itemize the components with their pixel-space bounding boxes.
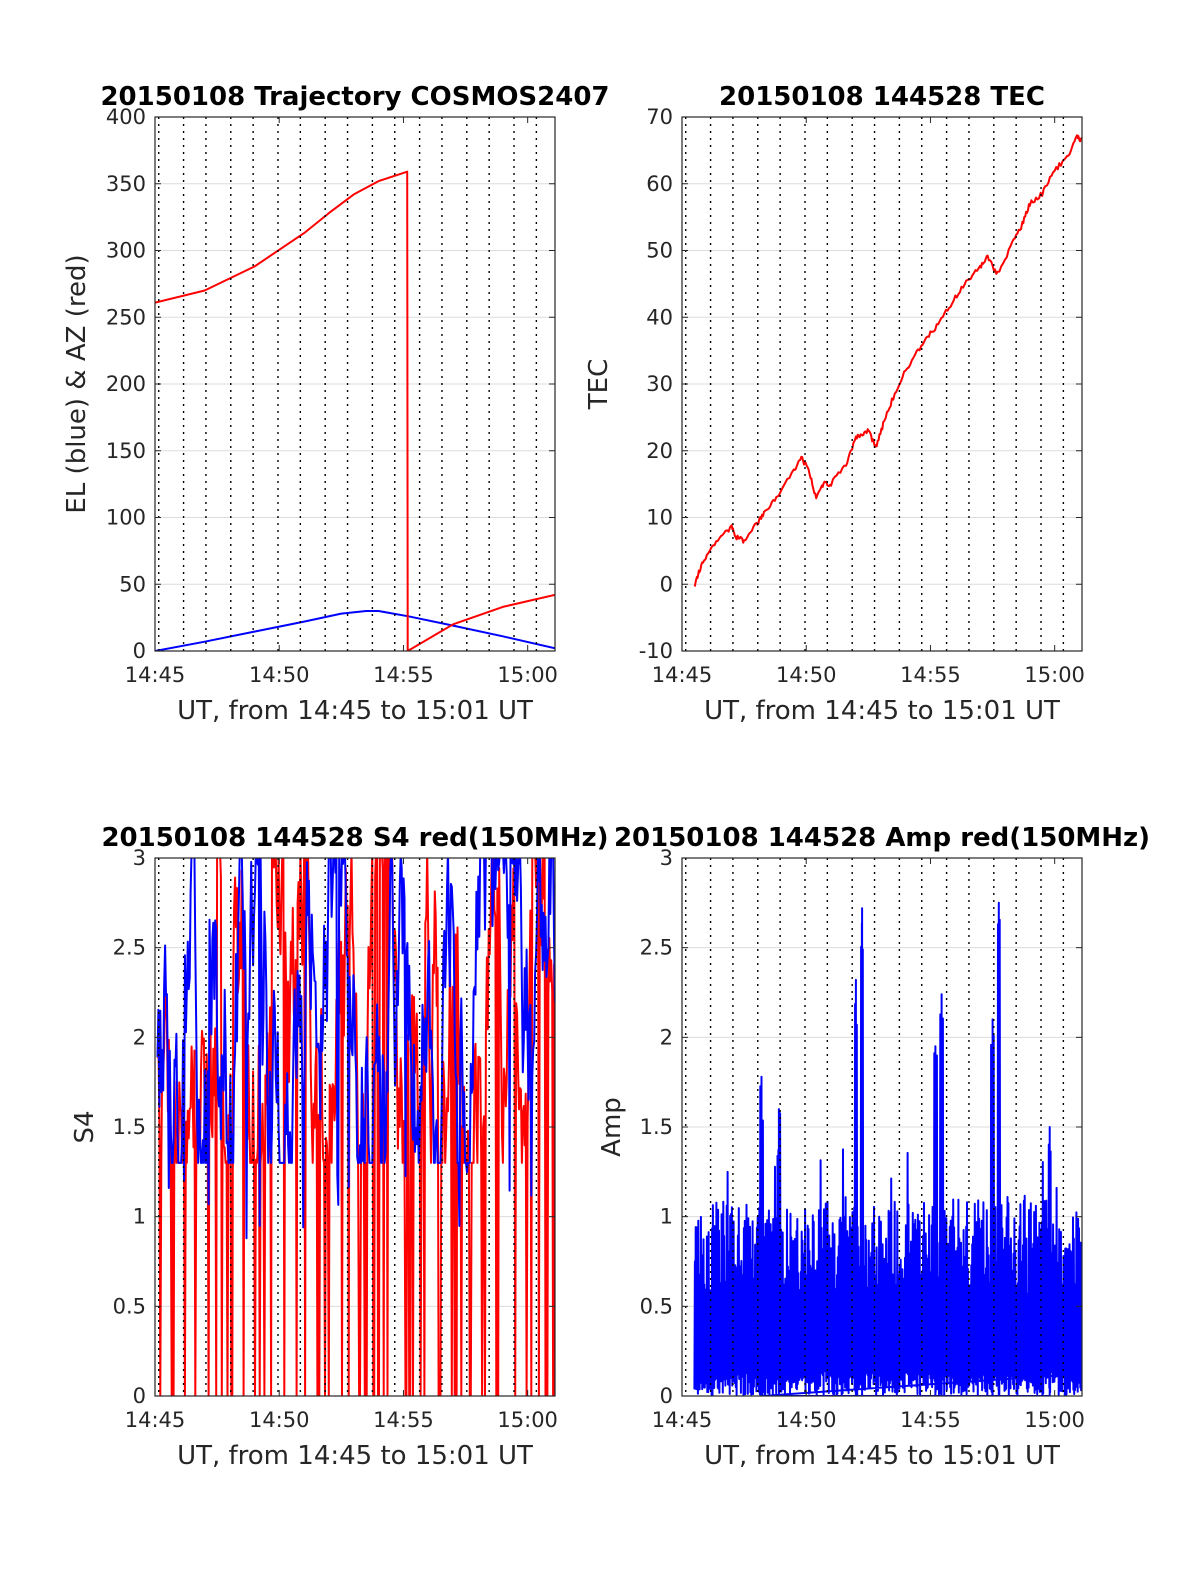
x-tick-label: 15:00 [497, 1408, 558, 1432]
y-tick-label: 0.5 [640, 1294, 673, 1318]
trajectory-title: 20150108 Trajectory COSMOS2407 [100, 82, 609, 112]
y-tick-label: 70 [646, 105, 673, 129]
y-tick-label: 0 [133, 639, 146, 663]
series-0-line [693, 134, 1082, 588]
plot-area [156, 858, 555, 1396]
x-tick-label: 14:55 [373, 663, 434, 687]
y-axis-label: EL (blue) & AZ (red) [62, 254, 92, 513]
y-tick-label: 350 [106, 172, 146, 196]
series-0-line [155, 610, 555, 651]
y-tick-label: 3 [133, 846, 146, 870]
tec-title: 20150108 144528 TEC [719, 82, 1045, 112]
y-tick-label: 60 [646, 172, 673, 196]
y-tick-label: 50 [119, 572, 146, 596]
x-axis-label: UT, from 14:45 to 15:01 UT [704, 1441, 1060, 1471]
y-tick-label: 150 [106, 439, 146, 463]
x-tick-label: 14:50 [249, 663, 310, 687]
plot-area [693, 901, 1082, 1396]
y-axis-label: S4 [70, 1110, 100, 1143]
y-tick-label: 1.5 [113, 1115, 146, 1139]
y-tick-label: 200 [106, 372, 146, 396]
y-axis-label: TEC [584, 359, 614, 410]
y-tick-label: 2 [660, 1025, 673, 1049]
x-axis-label: UT, from 14:45 to 15:01 UT [177, 1441, 533, 1471]
y-tick-label: 40 [646, 305, 673, 329]
y-tick-label: 0.5 [113, 1294, 146, 1318]
y-tick-label: 250 [106, 305, 146, 329]
x-tick-label: 14:45 [125, 1408, 186, 1432]
y-tick-label: 30 [646, 372, 673, 396]
x-tick-label: 14:55 [373, 1408, 434, 1432]
x-tick-label: 15:00 [1024, 663, 1085, 687]
plot-area [155, 170, 555, 651]
y-tick-label: 2 [133, 1025, 146, 1049]
y-tick-label: 0 [133, 1384, 146, 1408]
y-tick-label: 1 [133, 1205, 146, 1229]
y-tick-label: 1 [660, 1205, 673, 1229]
tec-panel: -10 0 10 20 30 40 50 60 70 14:45 14:50 14:55 15:00 20… [584, 82, 1085, 726]
y-tick-label: 300 [106, 239, 146, 263]
s4-title: 20150108 144528 S4 red(150MHz) [101, 823, 608, 853]
s4-panel: 0 0.5 1 1.5 2 2.5 3 14:45 14:50 14:55 15:00 2015010… [70, 823, 609, 1471]
trajectory-panel: 0 50 100 150 200 250 300 350 400 14:45 14:50 14:55 1… [62, 82, 610, 726]
y-tick-label: 0 [660, 572, 673, 596]
series-1-line [156, 858, 555, 1240]
x-tick-label: 14:50 [249, 1408, 310, 1432]
amp-title: 20150108 144528 Amp red(150MHz) [614, 823, 1150, 853]
y-tick-label: -10 [639, 639, 673, 663]
amp-panel: 0 0.5 1 1.5 2 2.5 3 14:45 14:50 14:55 15:00 2015010… [597, 823, 1150, 1471]
x-tick-label: 14:55 [900, 1408, 961, 1432]
y-tick-label: 2.5 [640, 936, 673, 960]
x-tick-label: 14:45 [652, 1408, 713, 1432]
y-tick-label: 400 [106, 105, 146, 129]
y-tick-label: 0 [660, 1384, 673, 1408]
x-tick-label: 14:55 [900, 663, 961, 687]
y-tick-label: 1.5 [640, 1115, 673, 1139]
y-axis-label: Amp [597, 1097, 627, 1157]
plot-area [693, 134, 1082, 588]
series-0-line [693, 901, 1082, 1396]
x-tick-label: 14:50 [776, 663, 837, 687]
y-tick-label: 10 [646, 506, 673, 530]
x-tick-label: 14:50 [776, 1408, 837, 1432]
x-axis-label: UT, from 14:45 to 15:01 UT [177, 696, 533, 726]
series-1-line [155, 170, 555, 651]
y-tick-label: 3 [660, 846, 673, 870]
x-tick-label: 15:00 [1024, 1408, 1085, 1432]
x-tick-label: 14:45 [652, 663, 713, 687]
y-tick-label: 50 [646, 239, 673, 263]
y-tick-label: 2.5 [113, 936, 146, 960]
x-axis-label: UT, from 14:45 to 15:01 UT [704, 696, 1060, 726]
x-tick-label: 15:00 [497, 663, 558, 687]
x-tick-label: 14:45 [125, 663, 186, 687]
y-tick-label: 20 [646, 439, 673, 463]
y-tick-label: 100 [106, 506, 146, 530]
